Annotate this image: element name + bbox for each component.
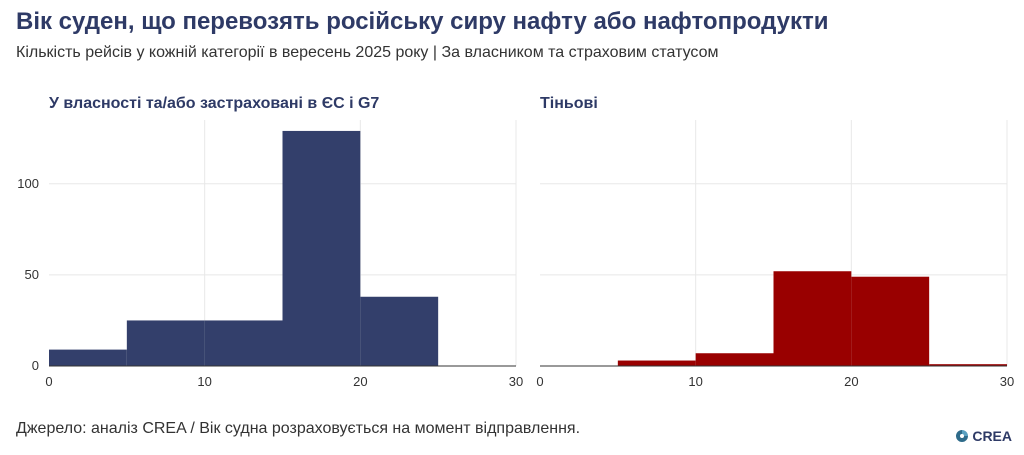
- histogram-bar: [695, 353, 774, 366]
- histogram-bar: [204, 320, 283, 366]
- crea-logo-icon: [956, 430, 969, 442]
- chart-subtitle: Кількість рейсів у кожній категорії в ве…: [16, 44, 719, 61]
- crea-logo-text: CREA: [972, 428, 1012, 444]
- x-tick-label: 10: [688, 374, 702, 389]
- x-tick-label: 0: [536, 374, 543, 389]
- panel-title-0: У власності та/або застраховані в ЄС і G…: [49, 95, 379, 112]
- histogram-bar: [126, 320, 205, 366]
- histogram-bar: [929, 364, 1007, 366]
- histogram-bar: [851, 276, 930, 366]
- histogram-figure: У власності та/або застраховані в ЄС і G…: [17, 95, 1014, 389]
- histogram-bar: [617, 360, 696, 366]
- x-tick-label: 30: [509, 374, 523, 389]
- panel-title-1: Тіньові: [540, 95, 598, 112]
- y-tick-label: 0: [32, 358, 39, 373]
- x-tick-label: 20: [844, 374, 858, 389]
- y-tick-label: 50: [25, 267, 39, 282]
- histogram-bar: [360, 296, 439, 366]
- chart-title: Вік суден, що перевозять російську сиру …: [16, 8, 829, 35]
- histogram-bar: [773, 271, 852, 366]
- x-tick-label: 20: [353, 374, 367, 389]
- x-tick-label: 10: [197, 374, 211, 389]
- x-tick-label: 0: [45, 374, 52, 389]
- crea-logo: CREA: [955, 428, 1012, 444]
- source-note: Джерело: аналіз CREA / Вік судна розрахо…: [16, 420, 581, 437]
- y-tick-label: 100: [17, 176, 39, 191]
- histogram-bar: [49, 349, 127, 366]
- histogram-bar: [282, 130, 361, 366]
- x-tick-label: 30: [1000, 374, 1014, 389]
